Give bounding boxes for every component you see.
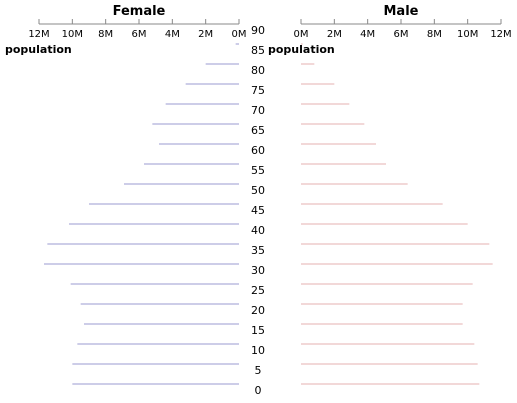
male-x-tick-label: 8M [427, 29, 442, 40]
male-x-tick-label: 10M [457, 29, 478, 40]
age-label: 85 [251, 44, 265, 57]
male-x-tick-label: 4M [360, 29, 375, 40]
age-label: 5 [255, 364, 262, 377]
male-x-tick-label: 6M [394, 29, 409, 40]
age-label: 15 [251, 324, 265, 337]
age-label: 55 [251, 164, 265, 177]
male-x-ticks: 0M 2M 4M 6M 8M 10M 12M [294, 19, 512, 40]
female-x-tick-label: 12M [28, 29, 49, 40]
female-panel-title: Female [113, 4, 166, 19]
female-x-tick-label: 10M [62, 29, 83, 40]
age-label: 45 [251, 204, 265, 217]
age-label: 70 [251, 104, 265, 117]
male-x-tick-label: 0M [294, 29, 309, 40]
male-x-tick-label: 2M [327, 29, 342, 40]
female-bars [44, 43, 239, 385]
female-x-tick-label: 8M [98, 29, 113, 40]
female-x-tick-label: 6M [132, 29, 147, 40]
age-label: 0 [255, 384, 262, 397]
male-bars [301, 43, 493, 385]
age-label: 30 [251, 264, 265, 277]
male-y-axis-title: population [268, 43, 335, 56]
age-label: 10 [251, 344, 265, 357]
age-label: 40 [251, 224, 265, 237]
female-x-tick-label: 2M [198, 29, 213, 40]
age-label: 90 [251, 24, 265, 37]
age-label: 20 [251, 304, 265, 317]
male-panel-title: Male [384, 4, 419, 19]
age-label: 50 [251, 184, 265, 197]
age-label: 80 [251, 64, 265, 77]
age-label: 65 [251, 124, 265, 137]
age-label: 60 [251, 144, 265, 157]
female-x-tick-label: 0M [232, 29, 247, 40]
male-x-tick-label: 12M [490, 29, 511, 40]
female-y-axis-title: population [5, 43, 72, 56]
female-x-tick-label: 4M [165, 29, 180, 40]
female-x-ticks: 12M 10M 8M 6M 4M 2M 0M [28, 19, 247, 40]
age-label: 25 [251, 284, 265, 297]
age-label: 75 [251, 84, 265, 97]
age-label: 35 [251, 244, 265, 257]
